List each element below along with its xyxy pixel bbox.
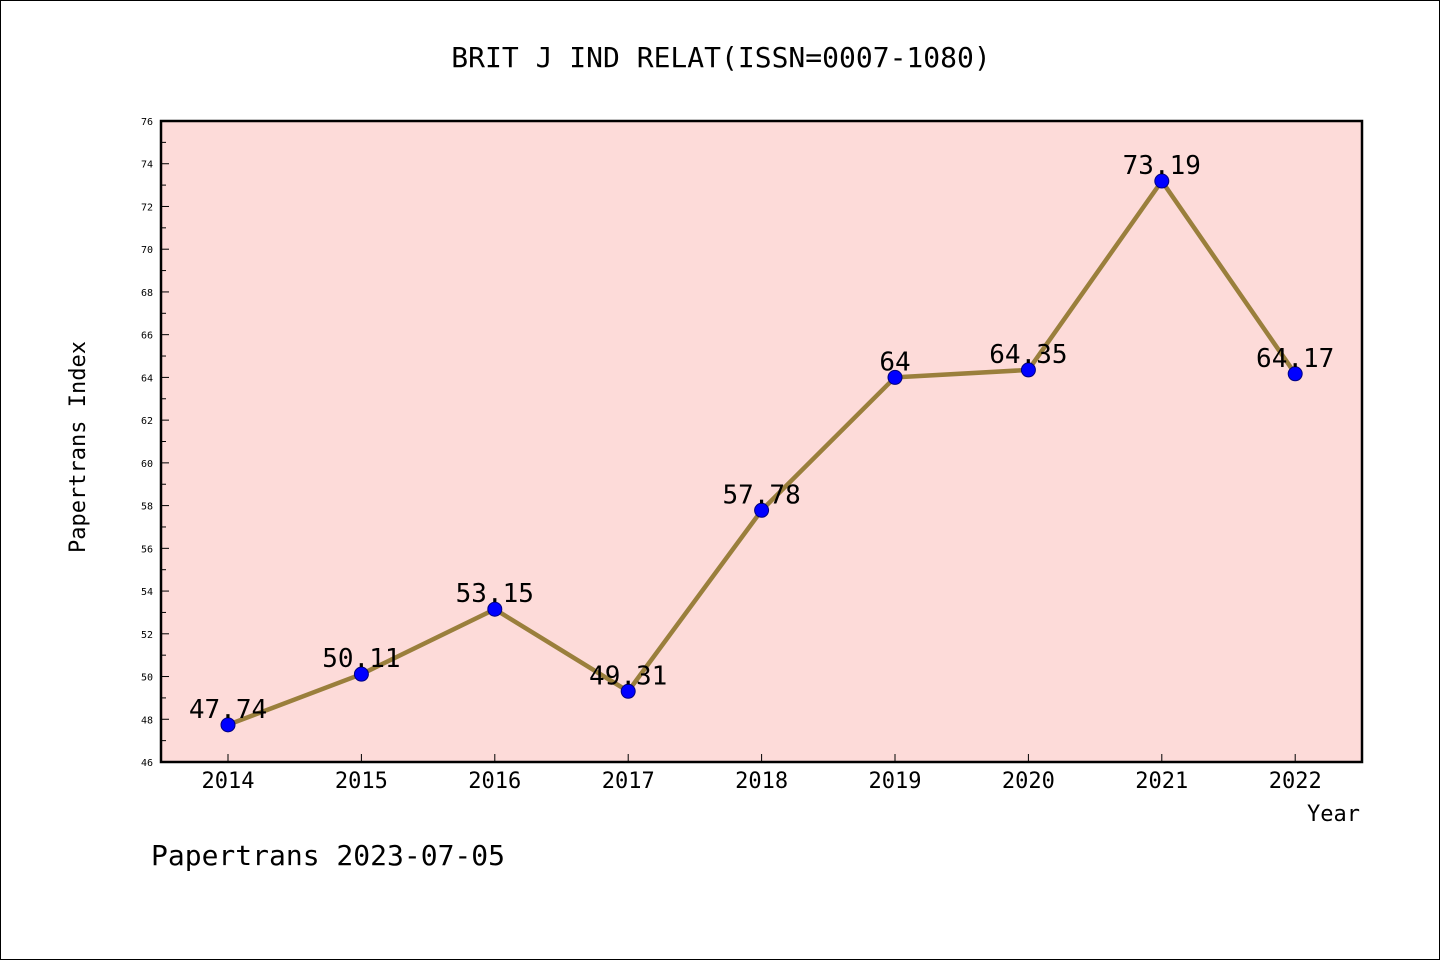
- x-tick-label: 2022: [1269, 769, 1322, 794]
- data-label: 64.17: [1256, 344, 1334, 374]
- footer-stamp: Papertrans 2023-07-05: [151, 839, 505, 872]
- plot-area: [161, 121, 1362, 762]
- x-tick-label: 2015: [335, 769, 388, 794]
- data-point-marker: [220, 717, 236, 733]
- y-tick-label: 58: [141, 502, 153, 513]
- data-label-layer: 47.74 50.11 53.15 49.31 57.78 64 64.35 73.19 64.…: [189, 151, 1334, 725]
- data-point-marker: [1154, 173, 1170, 189]
- data-point-marker: [754, 502, 770, 518]
- y-tick-label: 50: [141, 673, 153, 684]
- y-tick-label: 60: [141, 459, 153, 470]
- axis-ticks: 46 48 50 52 54 56 58 60 62 64 66 68 70 72 74 76 2014 2015…: [141, 117, 1322, 794]
- y-tick-label: 74: [141, 160, 153, 171]
- data-point-marker: [1287, 366, 1303, 382]
- y-tick-label: 76: [141, 117, 153, 128]
- data-label: 53.15: [456, 579, 534, 609]
- y-tick-label: 72: [141, 202, 153, 213]
- data-label: 73.19: [1123, 151, 1201, 181]
- data-point-marker: [620, 683, 636, 699]
- x-tick-label: 2018: [735, 769, 788, 794]
- y-tick-label: 66: [141, 331, 153, 342]
- y-tick-label: 48: [141, 715, 153, 726]
- series-marker-layer: [220, 173, 1303, 733]
- data-label: 57.78: [722, 480, 800, 510]
- data-label: 47.74: [189, 695, 267, 725]
- data-label: 64: [879, 347, 910, 377]
- y-tick-label: 70: [141, 245, 153, 256]
- y-tick-label: 64: [141, 373, 153, 384]
- x-tick-label: 2019: [869, 769, 922, 794]
- y-tick-label: 46: [141, 758, 153, 769]
- y-tick-label: 68: [141, 288, 153, 299]
- data-label: 50.11: [322, 644, 400, 674]
- data-point-marker: [353, 666, 369, 682]
- data-label: 49.31: [589, 661, 667, 691]
- data-point-marker: [1020, 362, 1036, 378]
- x-axis-label: Year: [1307, 802, 1360, 827]
- x-tick-label: 2021: [1135, 769, 1188, 794]
- x-tick-label: 2014: [202, 769, 255, 794]
- data-point-marker: [487, 601, 503, 617]
- data-label: 64.35: [989, 340, 1067, 370]
- x-tick-label: 2016: [468, 769, 521, 794]
- chart-title: BRIT J IND RELAT(ISSN=0007-1080): [451, 41, 990, 74]
- y-axis-label: Papertrans Index: [66, 341, 91, 553]
- x-tick-label: 2020: [1002, 769, 1055, 794]
- y-tick-label: 52: [141, 630, 153, 641]
- y-tick-label: 56: [141, 544, 153, 555]
- y-tick-label: 54: [141, 587, 153, 598]
- data-point-marker: [887, 369, 903, 385]
- x-tick-label: 2017: [602, 769, 655, 794]
- plot-border: [159, 119, 1364, 764]
- y-tick-label: 62: [141, 416, 153, 427]
